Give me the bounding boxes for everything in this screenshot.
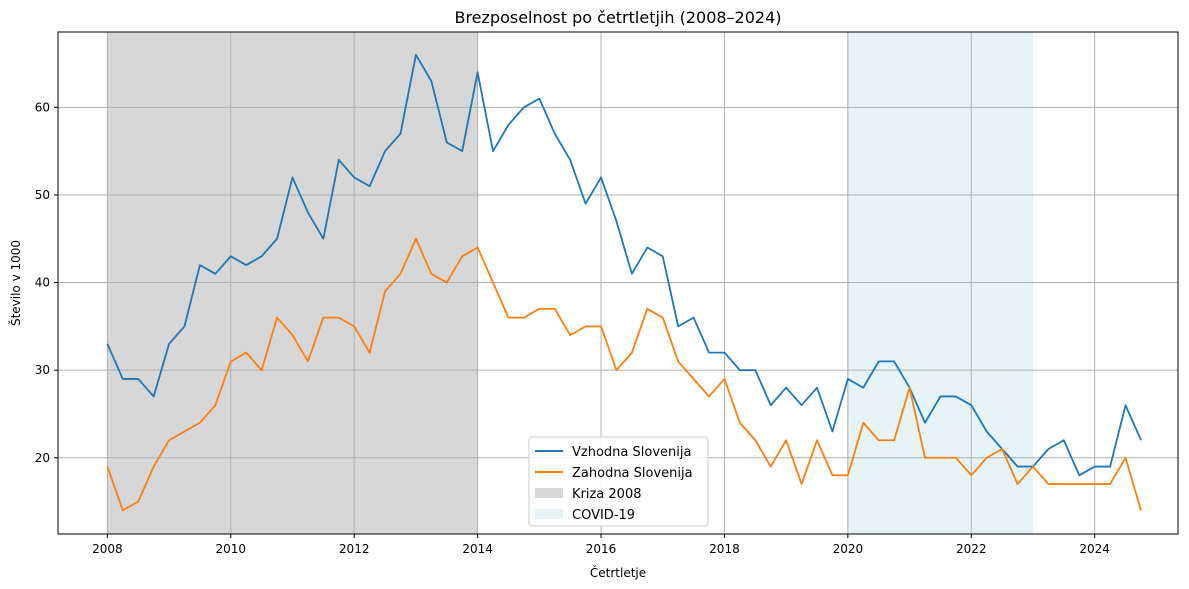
x-tick-label: 2008	[92, 542, 123, 556]
legend-label-kriza-2008: Kriza 2008	[572, 487, 642, 502]
y-tick-label: 40	[35, 276, 50, 290]
x-tick-label: 2014	[462, 542, 493, 556]
legend-label-vzhodna-slovenija: Vzhodna Slovenija	[572, 445, 691, 460]
series-line-vzhodna-slovenija	[106, 53, 1142, 477]
y-tick-label: 50	[35, 188, 50, 202]
series-line-zahodna-slovenija	[106, 237, 1142, 512]
legend-swatch-covid-19	[535, 509, 563, 519]
y-tick-label: 30	[35, 363, 50, 377]
x-tick-label: 2022	[956, 542, 987, 556]
y-axis-title: Število v 1000	[8, 240, 23, 326]
x-axis-title: Četrtletje	[590, 565, 646, 580]
legend: Vzhodna Slovenija Zahodna Slovenija Kriza …	[528, 436, 709, 527]
y-tick-label: 60	[35, 100, 50, 114]
axis-ticks: 2008 2010 2012 2014 2016 2018 2020 2022 2024 20 30…	[35, 100, 1110, 556]
x-tick-label: 2024	[1079, 542, 1110, 556]
y-tick-label: 20	[35, 451, 50, 465]
x-tick-label: 2012	[339, 542, 370, 556]
legend-swatch-kriza-2008	[535, 488, 563, 498]
legend-label-zahodna-slovenija: Zahodna Slovenija	[572, 466, 693, 481]
x-tick-label: 2018	[709, 542, 740, 556]
legend-label-covid-19: COVID-19	[572, 508, 635, 523]
x-tick-label: 2016	[586, 542, 617, 556]
x-tick-label: 2020	[833, 542, 864, 556]
chart-title: Brezposelnost po četrtletjih (2008–2024)	[454, 8, 781, 27]
legend-box	[528, 436, 709, 527]
series-lines	[106, 53, 1142, 512]
x-tick-label: 2010	[216, 542, 247, 556]
